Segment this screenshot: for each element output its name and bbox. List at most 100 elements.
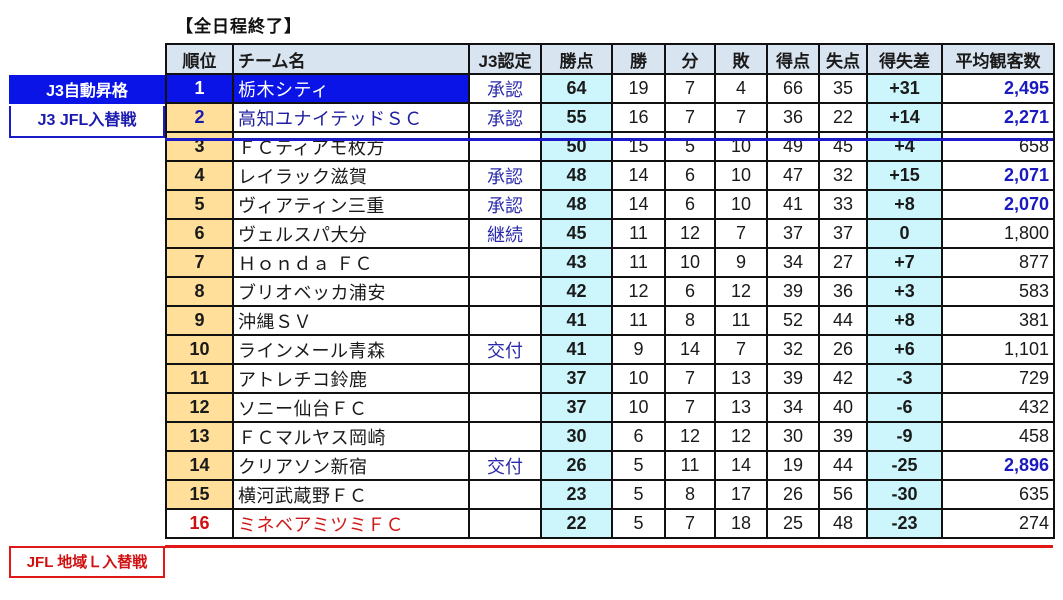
rank-cell: 1 bbox=[165, 73, 234, 104]
j3-license: 承認 bbox=[468, 102, 542, 133]
losses: 9 bbox=[714, 247, 768, 278]
rank-cell: 7 bbox=[165, 247, 234, 278]
draws: 7 bbox=[664, 392, 716, 423]
team-name: アトレチコ鈴鹿 bbox=[232, 363, 470, 394]
relegation-divider bbox=[165, 545, 1053, 548]
points: 42 bbox=[540, 276, 613, 307]
goals-against: 56 bbox=[818, 479, 868, 510]
points: 22 bbox=[540, 508, 613, 539]
rank-cell: 2 bbox=[165, 102, 234, 133]
table-row: 12 ソニー仙台ＦＣ 37 10 7 13 34 40 -6 432 bbox=[165, 392, 1055, 423]
rank-cell: 12 bbox=[165, 392, 234, 423]
goals-against: 40 bbox=[818, 392, 868, 423]
wins: 15 bbox=[611, 131, 666, 162]
rank-cell: 3 bbox=[165, 131, 234, 162]
col-header-avg-attendance: 平均観客数 bbox=[941, 43, 1055, 75]
promotion-divider bbox=[165, 138, 1053, 141]
goal-diff: +14 bbox=[866, 102, 943, 133]
col-header-j3-license: J3認定 bbox=[468, 43, 542, 75]
goals-for: 39 bbox=[766, 363, 820, 394]
losses: 10 bbox=[714, 160, 768, 191]
goals-against: 27 bbox=[818, 247, 868, 278]
goal-diff: -3 bbox=[866, 363, 943, 394]
table-row: 16 ミネベアミツミＦＣ 22 5 7 18 25 48 -23 274 bbox=[165, 508, 1055, 539]
losses: 7 bbox=[714, 334, 768, 365]
goal-diff: -25 bbox=[866, 450, 943, 481]
draws: 7 bbox=[664, 73, 716, 104]
draws: 6 bbox=[664, 276, 716, 307]
wins: 11 bbox=[611, 247, 666, 278]
col-header-goals-against: 失点 bbox=[818, 43, 868, 75]
col-header-draws: 分 bbox=[664, 43, 716, 75]
draws: 5 bbox=[664, 131, 716, 162]
draws: 12 bbox=[664, 421, 716, 452]
goals-for: 34 bbox=[766, 247, 820, 278]
goal-diff: +6 bbox=[866, 334, 943, 365]
j3-license bbox=[468, 363, 542, 394]
goal-diff: +7 bbox=[866, 247, 943, 278]
goals-for: 49 bbox=[766, 131, 820, 162]
wins: 10 bbox=[611, 392, 666, 423]
team-name: ミネベアミツミＦＣ bbox=[232, 508, 470, 539]
goal-diff: -23 bbox=[866, 508, 943, 539]
goals-for: 66 bbox=[766, 73, 820, 104]
draws: 12 bbox=[664, 218, 716, 249]
avg-attendance: 458 bbox=[941, 421, 1055, 452]
losses: 12 bbox=[714, 276, 768, 307]
team-name: ブリオベッカ浦安 bbox=[232, 276, 470, 307]
col-header-losses: 敗 bbox=[714, 43, 768, 75]
team-name: ＦＣマルヤス岡崎 bbox=[232, 421, 470, 452]
avg-attendance: 2,896 bbox=[941, 450, 1055, 481]
table-row: 1 栃木シティ 承認 64 19 7 4 66 35 +31 2,495 bbox=[165, 73, 1055, 104]
losses: 14 bbox=[714, 450, 768, 481]
avg-attendance: 2,495 bbox=[941, 73, 1055, 104]
table-row: 3 ＦＣティアモ枚方 50 15 5 10 49 45 +4 658 bbox=[165, 131, 1055, 162]
team-name: レイラック滋賀 bbox=[232, 160, 470, 191]
draws: 10 bbox=[664, 247, 716, 278]
rank-cell: 8 bbox=[165, 276, 234, 307]
points: 48 bbox=[540, 160, 613, 191]
team-name: ヴェルスパ大分 bbox=[232, 218, 470, 249]
goal-diff: -6 bbox=[866, 392, 943, 423]
goals-for: 39 bbox=[766, 276, 820, 307]
goals-against: 39 bbox=[818, 421, 868, 452]
wins: 16 bbox=[611, 102, 666, 133]
table-row: 14 クリアソン新宿 交付 26 5 11 14 19 44 -25 2,896 bbox=[165, 450, 1055, 481]
wins: 11 bbox=[611, 305, 666, 336]
goals-for: 37 bbox=[766, 218, 820, 249]
goals-against: 32 bbox=[818, 160, 868, 191]
points: 41 bbox=[540, 305, 613, 336]
goals-for: 32 bbox=[766, 334, 820, 365]
j3-license bbox=[468, 508, 542, 539]
points: 43 bbox=[540, 247, 613, 278]
j3-license: 交付 bbox=[468, 334, 542, 365]
goals-against: 42 bbox=[818, 363, 868, 394]
wins: 12 bbox=[611, 276, 666, 307]
points: 55 bbox=[540, 102, 613, 133]
rank-cell: 6 bbox=[165, 218, 234, 249]
goals-for: 36 bbox=[766, 102, 820, 133]
losses: 13 bbox=[714, 363, 768, 394]
avg-attendance: 658 bbox=[941, 131, 1055, 162]
points: 64 bbox=[540, 73, 613, 104]
goals-for: 30 bbox=[766, 421, 820, 452]
goals-against: 26 bbox=[818, 334, 868, 365]
team-name: 栃木シティ bbox=[232, 73, 470, 104]
goal-diff: +15 bbox=[866, 160, 943, 191]
goals-for: 26 bbox=[766, 479, 820, 510]
wins: 14 bbox=[611, 189, 666, 220]
team-name: ソニー仙台ＦＣ bbox=[232, 392, 470, 423]
page-title: 【全日程終了】 bbox=[176, 17, 302, 36]
goals-against: 22 bbox=[818, 102, 868, 133]
team-name: 沖縄ＳＶ bbox=[232, 305, 470, 336]
j3-license: 承認 bbox=[468, 160, 542, 191]
rank-cell: 15 bbox=[165, 479, 234, 510]
goals-against: 44 bbox=[818, 450, 868, 481]
team-name: ラインメール青森 bbox=[232, 334, 470, 365]
j3-license bbox=[468, 421, 542, 452]
points: 50 bbox=[540, 131, 613, 162]
table-row: 8 ブリオベッカ浦安 42 12 6 12 39 36 +3 583 bbox=[165, 276, 1055, 307]
team-name: ＦＣティアモ枚方 bbox=[232, 131, 470, 162]
losses: 11 bbox=[714, 305, 768, 336]
